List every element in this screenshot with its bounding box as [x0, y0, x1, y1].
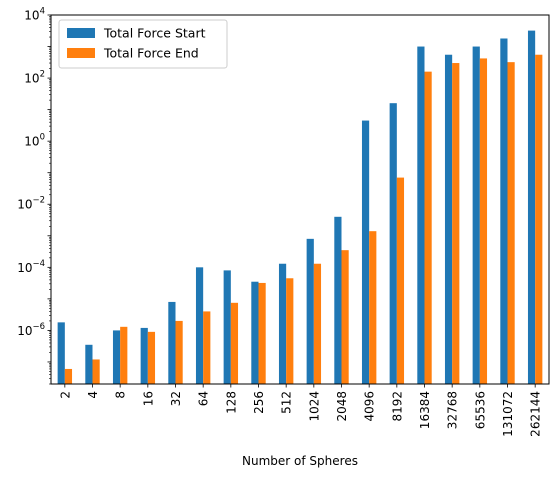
y-tick-label: 100 [24, 133, 45, 149]
x-tick-label-256: 256 [252, 391, 266, 414]
x-tick-label-4096: 4096 [363, 391, 377, 422]
bar-total-force-end-16384 [424, 71, 432, 384]
y-tick-label: 10−6 [17, 322, 45, 338]
x-tick-label-8: 8 [114, 391, 128, 399]
bar-total-force-end-8 [120, 326, 128, 384]
bar-total-force-end-4 [92, 359, 100, 384]
bar-total-force-end-32768 [452, 63, 460, 385]
y-tick-label: 102 [24, 70, 45, 86]
bar-total-force-start-262144 [527, 30, 536, 384]
bar-total-force-start-2048 [334, 216, 342, 384]
bar-total-force-end-32 [175, 320, 183, 384]
bar-total-force-end-131072 [507, 62, 515, 385]
bar-total-force-start-8 [112, 330, 121, 384]
bar-total-force-start-4096 [361, 120, 370, 384]
bar-total-force-start-1024 [306, 238, 314, 384]
bar-total-force-start-16 [140, 327, 148, 384]
bar-total-force-end-2 [64, 368, 73, 384]
bar-total-force-end-16 [147, 331, 156, 384]
x-tick-label-2: 2 [58, 391, 72, 399]
x-axis-label: Number of Spheres [242, 454, 358, 468]
x-tick-label-16384: 16384 [418, 391, 432, 429]
x-tick-label-128: 128 [224, 391, 238, 414]
legend: Total Force Start Total Force End [58, 19, 228, 69]
bars-group [57, 30, 543, 385]
legend-box [58, 19, 228, 69]
bar-total-force-start-8192 [389, 103, 397, 384]
bar-total-force-start-256 [251, 281, 259, 384]
plot-frame [50, 14, 550, 385]
x-axis-ticks: 2 4 8 16 32 64 128 256 512 1024 2048 4096 8192 16384 3… [58, 384, 543, 437]
legend-label-start: Total Force Start [103, 26, 206, 41]
bar-total-force-end-256 [258, 282, 266, 384]
bar-total-force-end-262144 [535, 54, 543, 384]
bar-total-force-end-4096 [369, 231, 377, 384]
x-tick-label-2048: 2048 [335, 391, 349, 422]
bar-total-force-start-4 [85, 344, 93, 384]
bar-total-force-start-512 [278, 263, 287, 384]
x-tick-label-16: 16 [141, 391, 155, 406]
bar-total-force-start-131072 [500, 38, 508, 385]
bar-total-force-end-64 [203, 311, 211, 384]
y-tick-label: 10−2 [17, 196, 45, 212]
legend-swatch-end [67, 48, 95, 58]
x-tick-label-1024: 1024 [307, 391, 321, 422]
bar-total-force-start-64 [195, 267, 204, 384]
x-tick-label-131072: 131072 [501, 391, 515, 437]
y-tick-label: 10−4 [17, 259, 45, 275]
x-tick-label-65536: 65536 [473, 391, 487, 429]
bar-total-force-start-16384 [417, 46, 425, 385]
bar-total-force-start-32 [168, 301, 176, 384]
x-tick-label-32: 32 [169, 391, 183, 406]
x-tick-label-32768: 32768 [446, 391, 460, 429]
y-tick-label: 104 [24, 7, 45, 23]
legend-label-end: Total Force End [103, 46, 199, 61]
bar-total-force-end-128 [230, 302, 239, 384]
bar-total-force-start-2 [57, 322, 65, 384]
x-tick-label-262144: 262144 [529, 391, 543, 437]
bar-total-force-start-128 [223, 270, 231, 384]
bar-total-force-end-2048 [341, 250, 349, 384]
bar-total-force-end-512 [286, 278, 294, 384]
x-tick-label-4: 4 [86, 391, 100, 399]
bar-total-force-end-8192 [396, 177, 405, 384]
x-tick-label-64: 64 [197, 391, 211, 406]
bar-total-force-start-65536 [472, 46, 480, 385]
x-tick-label-512: 512 [280, 391, 294, 414]
bar-total-force-end-65536 [479, 58, 488, 384]
bar-total-force-end-1024 [313, 263, 322, 384]
x-tick-label-8192: 8192 [390, 391, 404, 422]
legend-swatch-start [67, 28, 95, 38]
bar-total-force-start-32768 [444, 54, 453, 384]
